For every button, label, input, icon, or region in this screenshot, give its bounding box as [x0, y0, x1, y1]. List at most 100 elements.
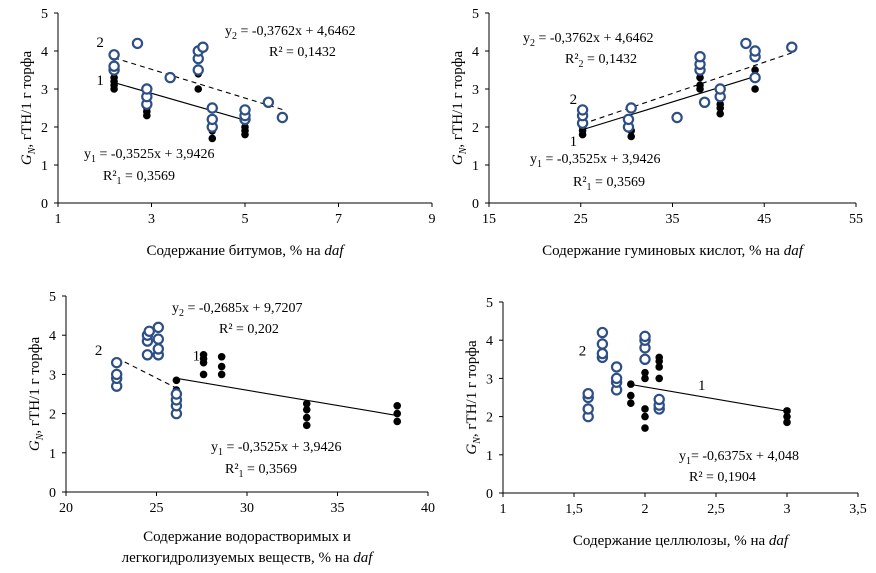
point-series-2: [152, 321, 165, 334]
annotation-eq1-base: y: [530, 152, 537, 167]
x-tick-label: 9: [429, 212, 436, 227]
x-tick-label: 3: [148, 212, 155, 227]
point-series-1: [751, 85, 759, 93]
y-tick-label: 3: [49, 368, 56, 383]
y-tick-label: 4: [49, 329, 56, 344]
point-series-2: [639, 353, 651, 365]
x-axis-label-daf: daf: [324, 243, 345, 259]
x-tick-label: 55: [849, 212, 863, 227]
y-axis-label: GN, гТН/1 г торфа: [464, 340, 483, 455]
annotation-r1-sub: 1: [117, 176, 122, 187]
annotation-eq1-base: y: [84, 147, 91, 162]
point-series-2: [653, 393, 665, 406]
point-series-1: [302, 421, 311, 430]
annotation-eq1: y1 = -0,3525x + 3,9426: [211, 440, 341, 458]
y-axis-label: GN, гТН/1 г торфа: [450, 51, 469, 166]
y-tick-label: 2: [49, 408, 56, 423]
x-tick-label: 40: [421, 501, 435, 516]
x-axis-label: Содержание битумов, % на daf: [146, 243, 345, 259]
annotation-eq1-rest: = -0,3525x + 3,9426: [223, 440, 341, 455]
point-series-2: [197, 41, 209, 53]
point-series-1: [393, 401, 402, 410]
point-series-2: [141, 83, 153, 95]
point-series-2: [206, 113, 218, 126]
y-axis-label-sub: N: [35, 432, 46, 441]
point-series-1: [208, 134, 217, 143]
y-tick-label: 0: [41, 197, 48, 212]
point-series-1: [627, 399, 635, 408]
point-series-2: [206, 102, 218, 114]
point-series-1: [783, 412, 791, 421]
x-tick-label: 5: [242, 212, 249, 227]
annotation-eq2-rest: = -0,3762x + 4,6462: [535, 31, 653, 46]
annotation-r2-sub: 2: [579, 59, 584, 70]
point-series-2: [596, 338, 609, 350]
x-tick-label: 35: [331, 501, 345, 516]
point-series-2: [740, 37, 752, 50]
point-series-2: [110, 368, 123, 381]
y-axis-label-unit: , гТН/1 г торфа: [19, 51, 35, 148]
point-series-1: [751, 66, 759, 74]
y-tick-label: 2: [486, 411, 493, 426]
point-series-1: [641, 412, 649, 421]
annotation-r2: R²2 = 0,1432: [565, 52, 637, 70]
annotation-eq1-base: y: [211, 440, 218, 455]
annotation-r2: R² = 0,202: [219, 322, 279, 337]
point-series-1: [241, 123, 249, 131]
point-series-1: [783, 418, 791, 427]
chart-watersoluble: 0 1 2 3 4 5 20 25 30 35 40 1 2 Содержание водораствор…: [27, 290, 435, 566]
point-series-2: [582, 387, 594, 400]
y-tick-label: 1: [472, 159, 479, 174]
point-series-1: [655, 353, 663, 362]
annotation-eq1-sub: 1: [218, 447, 223, 458]
x-axis-label: Содержание водорастворимых и: [143, 529, 351, 545]
annotation-eq2-sub: 2: [232, 31, 237, 42]
y-tick-label: 4: [486, 334, 493, 349]
x-tick-label: 35: [666, 212, 680, 227]
point-series-1: [217, 362, 226, 371]
annotation-r1-rest: = 0,3569: [592, 175, 645, 190]
annotation-eq1-base: y: [679, 449, 686, 464]
x-axis-label-text: Содержание битумов, % на: [146, 243, 324, 259]
annotation-eq1-sub: 1: [686, 456, 691, 467]
annotation-eq1: y1= -0,6375x + 4,048: [679, 449, 799, 467]
point-series-2: [262, 96, 275, 109]
point-series-2: [239, 104, 251, 116]
series-label: 2: [96, 35, 104, 51]
annotation-eq2-base: y: [172, 301, 179, 316]
point-series-2: [749, 45, 761, 57]
series-label: 1: [698, 378, 706, 394]
annotation-r1-sub: 1: [239, 469, 244, 480]
point-series-2: [131, 37, 144, 50]
y-tick-label: 2: [41, 121, 48, 136]
annotation-eq1: y1 = -0,3525x + 3,9426: [84, 147, 214, 165]
annotation-r1-base: R²: [103, 169, 117, 184]
annotation-r1-base: R²: [225, 462, 239, 477]
annotation-eq2: y2 = -0,2685x + 9,7207: [172, 301, 302, 319]
y-tick-label: 0: [472, 197, 479, 212]
x-axis-label-text: Содержание целлюлозы, % на: [573, 533, 769, 549]
x-axis-label-line2: легкогидролизуемых веществ, % на daf: [122, 550, 375, 566]
y-tick-label: 3: [41, 83, 48, 98]
point-series-1: [696, 81, 704, 89]
point-series-2: [152, 343, 165, 355]
point-series-2: [108, 49, 120, 61]
series-label: 1: [570, 134, 578, 150]
point-series-2: [625, 102, 637, 114]
point-series-1: [199, 370, 208, 379]
point-series-1: [716, 100, 725, 108]
point-series-1: [641, 424, 649, 432]
trendline-series-1: [176, 377, 398, 417]
annotation-eq2: y2 = -0,3762x + 4,6462: [523, 31, 653, 49]
point-series-2: [164, 71, 176, 84]
series-label: 2: [579, 343, 587, 359]
point-series-2: [610, 361, 623, 373]
point-series-2: [749, 71, 761, 84]
annotation-eq1-rest: = -0,6375x + 4,048: [691, 449, 799, 464]
trendline-series-1: [582, 75, 756, 131]
x-tick-label: 15: [482, 212, 496, 227]
point-series-2: [714, 83, 726, 95]
y-axis-label-sub: N: [27, 146, 38, 155]
point-series-2: [596, 326, 609, 339]
point-series-2: [596, 347, 609, 360]
